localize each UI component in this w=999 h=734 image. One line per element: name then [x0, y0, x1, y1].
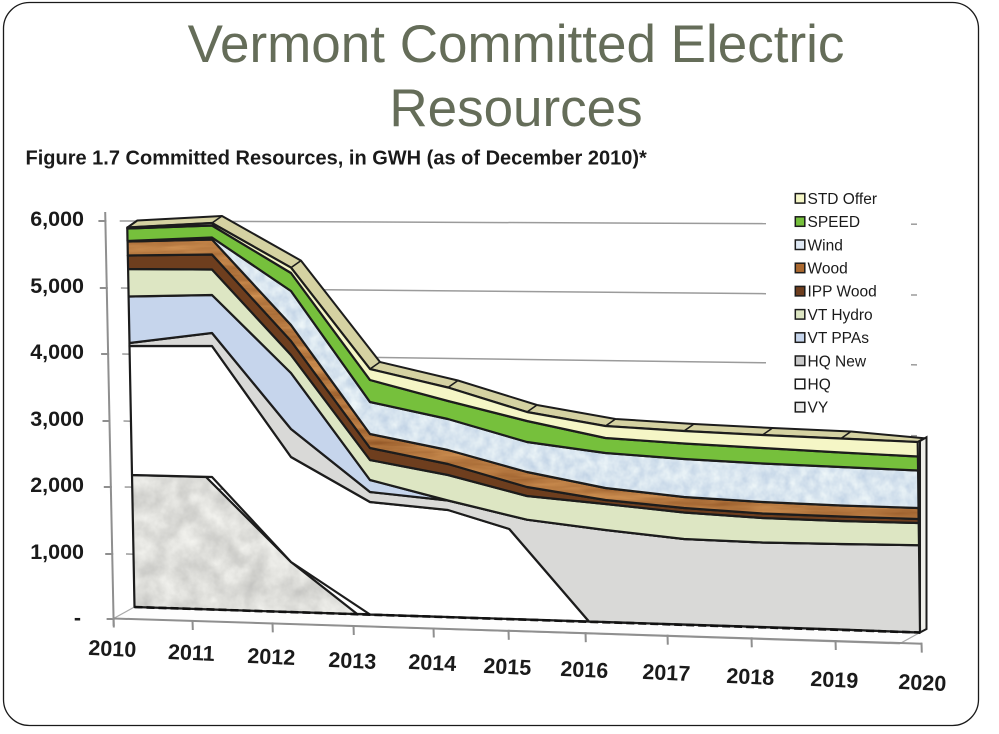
- svg-text:4,000: 4,000: [30, 340, 84, 364]
- svg-text:6,000: 6,000: [30, 207, 84, 231]
- svg-text:2,000: 2,000: [30, 473, 84, 497]
- svg-text:2020: 2020: [898, 670, 947, 696]
- svg-text:5,000: 5,000: [30, 274, 84, 298]
- svg-text:2017: 2017: [642, 660, 691, 686]
- svg-text:2014: 2014: [408, 650, 457, 676]
- svg-text:Vermont Committed Electric: Vermont Committed Electric: [188, 15, 845, 74]
- svg-text:2019: 2019: [810, 667, 859, 693]
- svg-text:STD Offer: STD Offer: [808, 191, 877, 208]
- svg-text:2011: 2011: [167, 640, 215, 666]
- svg-text:Wood: Wood: [808, 261, 848, 278]
- svg-text:2018: 2018: [726, 664, 775, 690]
- svg-text:Resources: Resources: [389, 79, 642, 138]
- svg-text:HQ: HQ: [808, 377, 831, 394]
- svg-text:2013: 2013: [328, 648, 377, 674]
- svg-text:HQ New: HQ New: [808, 353, 867, 370]
- svg-text:VT PPAs: VT PPAs: [808, 330, 870, 347]
- svg-text:3,000: 3,000: [30, 407, 84, 431]
- svg-text:Figure 1.7 Committed Resources: Figure 1.7 Committed Resources, in GWH (…: [26, 148, 648, 170]
- svg-text:SPEED: SPEED: [808, 214, 861, 231]
- svg-text:VY: VY: [808, 400, 829, 417]
- svg-text:-: -: [74, 606, 81, 630]
- svg-text:VT Hydro: VT Hydro: [808, 307, 873, 324]
- svg-text:1,000: 1,000: [30, 540, 84, 564]
- svg-text:IPP Wood: IPP Wood: [808, 284, 877, 301]
- svg-text:2012: 2012: [247, 644, 296, 670]
- svg-text:2010: 2010: [88, 636, 137, 662]
- svg-text:Wind: Wind: [808, 237, 843, 254]
- svg-text:2015: 2015: [483, 654, 532, 680]
- svg-text:2016: 2016: [560, 657, 609, 683]
